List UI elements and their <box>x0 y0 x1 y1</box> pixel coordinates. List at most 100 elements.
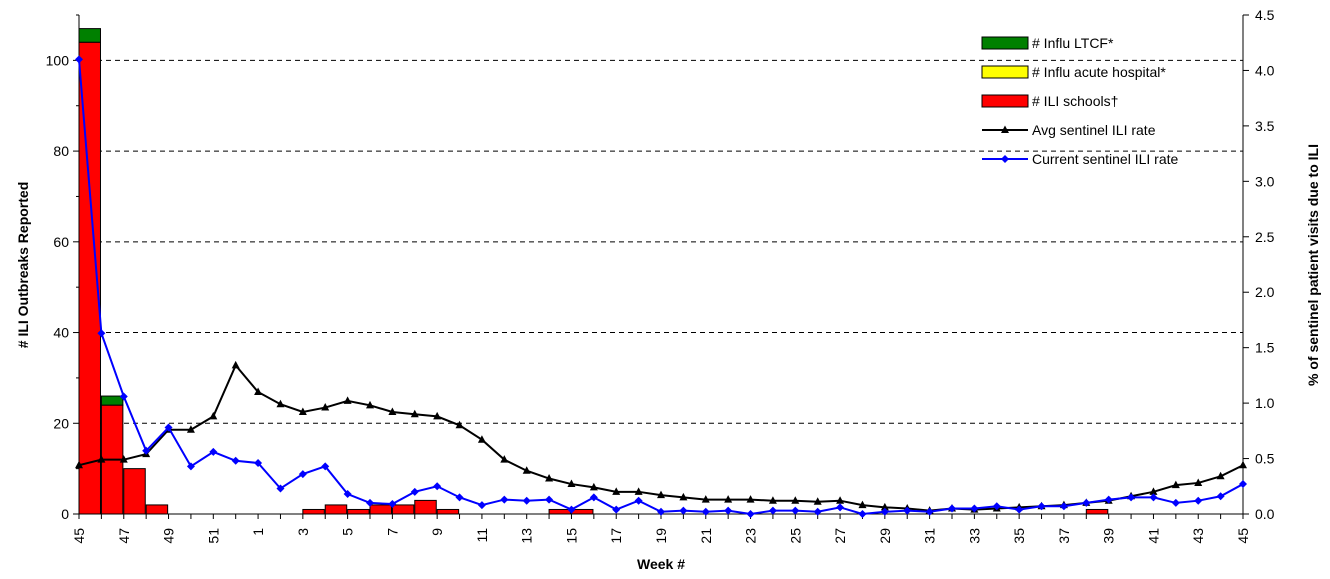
bar--ili-schools- <box>1085 508 1109 515</box>
current-ili-point <box>925 507 934 516</box>
avg-ili-point <box>433 411 442 420</box>
y-tick-label-right: 4.5 <box>1255 7 1275 23</box>
x-tick-label: 43 <box>1190 528 1206 544</box>
avg-ili-point <box>366 400 374 409</box>
avg-ili-point <box>701 495 710 503</box>
current-ili-point <box>836 503 845 512</box>
current-ili-point <box>970 504 979 513</box>
y-axis-title-left: # ILI Outbreaks Reported <box>15 182 31 348</box>
avg-ili-point <box>1194 478 1203 486</box>
current-ili-point <box>813 507 822 516</box>
x-tick-label: 33 <box>966 528 982 544</box>
x-tick-label: 47 <box>116 528 132 544</box>
current-ili-point <box>164 423 173 432</box>
y-tick-label-left: 60 <box>53 234 69 250</box>
bar--ili-schools- <box>145 504 169 515</box>
x-tick-label: 23 <box>743 528 759 544</box>
y-tick-label-right: 0.0 <box>1255 506 1275 522</box>
current-ili-point <box>209 447 218 456</box>
avg-ili-point <box>410 409 419 418</box>
avg-ili-point <box>724 495 733 503</box>
current-ili-point <box>1104 495 1113 504</box>
current-ili-point <box>1059 502 1068 511</box>
avg-ili-point <box>119 455 128 463</box>
legend-swatch <box>981 65 1029 79</box>
avg-ili-point <box>455 420 464 429</box>
avg-ili-point <box>75 460 83 469</box>
current-ili-point <box>567 505 576 514</box>
x-tick-label: 35 <box>1011 528 1027 544</box>
axes-group <box>73 14 1249 519</box>
x-tick-label: 39 <box>1101 528 1117 544</box>
x-axis-title: Week # <box>637 556 685 572</box>
avg-ili-point <box>522 466 531 474</box>
x-tick-label: 21 <box>698 528 714 544</box>
legend-swatch <box>981 36 1029 50</box>
current-ili-point <box>477 501 486 510</box>
x-tick-label: 7 <box>384 528 400 536</box>
bar--ili-schools- <box>436 508 460 515</box>
current-ili-point <box>254 458 263 467</box>
y-tick-label-right: 1.0 <box>1255 395 1275 411</box>
current-ili-point <box>791 506 800 515</box>
legend-swatch <box>981 94 1029 108</box>
avg-ili-point <box>1216 471 1225 480</box>
x-tick-label: 51 <box>205 528 221 544</box>
avg-ili-point <box>500 455 509 463</box>
current-ili-point <box>1127 493 1136 502</box>
avg-ili-point <box>276 399 285 408</box>
bar--ili-schools- <box>369 504 392 515</box>
bar--influ-ltcf- <box>100 395 124 406</box>
bar--ili-schools- <box>414 499 437 515</box>
current-ili-point <box>298 470 307 479</box>
current-ili-point <box>410 487 419 496</box>
bar--ili-schools- <box>391 504 415 515</box>
avg-ili-point <box>321 403 330 411</box>
tick-labels: 0 20 40 60 80 100 0.0 0.5 1.0 1.5 2.0 2.5 3.0 3.5 4.0 4… <box>46 7 1275 544</box>
current-ili-point <box>1216 492 1225 501</box>
bar--ili-schools- <box>324 504 348 515</box>
legend-label: # Influ LTCF* <box>1032 35 1114 51</box>
avg-ili-point <box>634 487 643 495</box>
x-tick-label: 27 <box>832 528 848 544</box>
y-tick-label-right: 2.5 <box>1255 229 1275 245</box>
y-tick-label-right: 4.0 <box>1255 62 1275 78</box>
current-ili-point <box>1149 493 1158 502</box>
x-tick-label: 19 <box>653 528 669 544</box>
avg-ili-point <box>880 502 889 511</box>
avg-ili-point <box>388 407 397 415</box>
current-ili-point <box>768 506 777 515</box>
avg-ili-point <box>567 479 576 488</box>
x-tick-label: 13 <box>519 528 535 544</box>
x-tick-label: 37 <box>1056 528 1072 544</box>
current-ili-point <box>522 496 531 505</box>
avg-ili-point <box>343 396 352 404</box>
x-tick-label: 1 <box>250 528 266 536</box>
current-ili-point <box>701 507 710 516</box>
avg-ili-point <box>746 495 755 503</box>
avg-ili-point <box>791 496 800 504</box>
avg-ili-point <box>679 492 688 501</box>
x-tick-label: 9 <box>429 528 445 536</box>
x-tick-label: 15 <box>563 528 579 544</box>
current-ili-point <box>388 500 397 509</box>
x-tick-label: 3 <box>295 528 311 536</box>
bar--ili-schools- <box>123 468 146 515</box>
bar--ili-schools- <box>302 508 325 515</box>
avg-ili-point <box>1171 480 1180 489</box>
current-ili-point <box>1082 498 1091 507</box>
current-ili-point <box>903 506 912 515</box>
gridlines <box>79 59 1243 424</box>
current-ili-point <box>455 493 464 502</box>
x-tick-label: 11 <box>474 528 490 543</box>
current-ili-point <box>612 505 621 514</box>
avg-ili-point <box>477 435 486 443</box>
current-ili-point <box>433 482 442 491</box>
x-tick-label: 31 <box>922 528 938 544</box>
current-ili-point <box>858 510 867 518</box>
x-tick-label: 17 <box>608 528 624 544</box>
legend-marker <box>1001 125 1009 133</box>
bar--influ-ltcf- <box>78 28 101 43</box>
current-ili-point <box>992 502 1001 511</box>
x-tick-label: 49 <box>161 528 177 544</box>
